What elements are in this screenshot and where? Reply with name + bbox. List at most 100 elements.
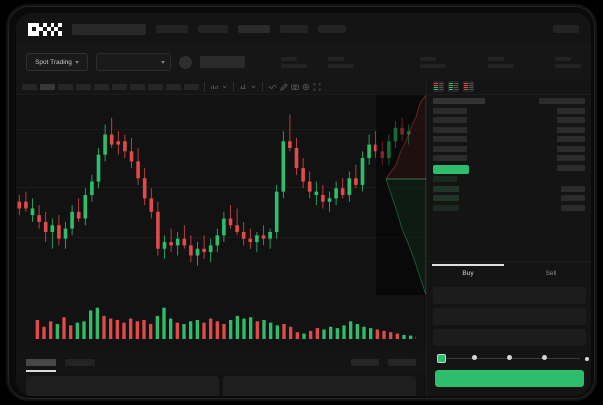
orderbook-row[interactable]	[433, 126, 585, 135]
orderbook-row[interactable]	[433, 155, 585, 163]
orderbook-row-price	[433, 155, 467, 161]
nav-item-4[interactable]	[280, 25, 308, 33]
device-frame: Spot Trading	[6, 4, 597, 401]
global-search-input[interactable]	[72, 23, 146, 35]
volume-chart	[16, 295, 426, 351]
ticker-stat	[554, 56, 581, 68]
chevron-down-icon	[160, 60, 165, 64]
ticker-stat	[327, 56, 354, 68]
place-buy-order-button[interactable]	[435, 370, 584, 387]
bottom-action-2[interactable]	[388, 358, 416, 366]
toolbar-divider	[233, 82, 234, 91]
compare-icon[interactable]	[239, 83, 247, 91]
timeframe-button[interactable]	[22, 83, 37, 90]
ticker-stat-label	[420, 56, 437, 61]
okx-logo[interactable]	[28, 22, 62, 36]
orders-tabbar	[16, 351, 426, 373]
settings-icon[interactable]	[302, 83, 310, 91]
orderbook-row-size	[561, 195, 585, 201]
orderbook-row[interactable]	[433, 136, 585, 144]
orderbook-row[interactable]	[433, 145, 585, 154]
orderbook-row[interactable]	[433, 164, 585, 175]
market-type-selector[interactable]: Spot Trading	[26, 53, 88, 71]
nav-item-5[interactable]	[318, 25, 346, 33]
active-tab-underline	[26, 370, 56, 372]
bottom-panel-right[interactable]	[223, 376, 416, 396]
tab-order-history[interactable]	[65, 358, 95, 366]
orderbook-row[interactable]	[433, 185, 585, 194]
orderbook-layout-both-icon[interactable]	[433, 81, 444, 92]
orderbook-row-price	[433, 195, 459, 201]
chevron-down-icon	[74, 60, 79, 64]
orderbook-row-size	[557, 155, 585, 161]
nav-item-account[interactable]	[553, 25, 579, 33]
orderbook-layout-bids-icon[interactable]	[448, 81, 459, 92]
orderbook-row-size	[557, 164, 585, 171]
amount-input[interactable]	[433, 308, 586, 325]
chevron-down-icon[interactable]	[221, 83, 228, 90]
orderbook-row[interactable]	[433, 204, 585, 213]
nav-item-2[interactable]	[198, 25, 228, 33]
slider-knob[interactable]	[437, 354, 446, 363]
bottom-panel-left[interactable]	[26, 376, 219, 396]
trade-side-tabs: Buy Sell	[427, 261, 591, 287]
orderbook-row-size	[557, 107, 585, 114]
orderbook-row-price	[433, 126, 467, 133]
volume-bar-series	[35, 307, 426, 339]
last-price-value	[199, 56, 245, 68]
nav-item-3[interactable]	[238, 25, 270, 33]
timeframe-button[interactable]	[76, 83, 91, 90]
timeframe-button[interactable]	[130, 83, 145, 90]
orderbook-row-price	[433, 107, 467, 114]
pencil-icon[interactable]	[280, 82, 288, 91]
toolbar-divider	[204, 82, 205, 91]
orderbook-row[interactable]	[433, 117, 585, 125]
timeframe-button[interactable]	[58, 83, 73, 90]
camera-icon[interactable]	[291, 83, 299, 91]
slider-stop[interactable]	[542, 355, 547, 360]
nav-item-1[interactable]	[156, 25, 188, 33]
price-input[interactable]	[433, 287, 586, 304]
depth-overlay-chart	[376, 95, 426, 295]
orderbook-row-size	[557, 136, 585, 142]
orderbook-row[interactable]	[433, 98, 585, 106]
orderbook-row-size	[557, 117, 585, 123]
orderbook-layout-asks-icon[interactable]	[463, 81, 474, 92]
chart-toolbar	[16, 79, 426, 95]
indicators-icon[interactable]	[210, 83, 218, 91]
orderbook-row-price	[433, 185, 459, 192]
ticker-stat	[280, 56, 307, 68]
timeframe-button[interactable]	[112, 83, 127, 90]
orderbook-row-size	[561, 204, 585, 211]
orderbook-rows[interactable]	[427, 95, 591, 213]
chevron-down-icon[interactable]	[250, 83, 257, 90]
slider-stop[interactable]	[472, 355, 477, 360]
tab-buy-label: Buy	[462, 270, 474, 277]
timeframe-button[interactable]	[94, 83, 109, 90]
coin-avatar	[178, 55, 192, 69]
orderbook-header	[427, 79, 591, 95]
total-input[interactable]	[433, 329, 586, 346]
bottom-action-1[interactable]	[351, 358, 379, 366]
orderbook-row[interactable]	[433, 195, 585, 203]
orderbook-row[interactable]	[433, 176, 585, 184]
fullscreen-icon[interactable]	[313, 83, 321, 91]
slider-stop[interactable]	[507, 355, 512, 360]
timeframe-button[interactable]	[184, 83, 199, 90]
tab-open-orders[interactable]	[26, 358, 56, 366]
orderbook-row[interactable]	[433, 107, 585, 116]
amount-percent-slider[interactable]	[437, 354, 582, 363]
toolbar-divider	[262, 82, 263, 91]
wave-icon[interactable]	[268, 83, 277, 91]
active-tab-underline	[432, 264, 504, 266]
tab-sell[interactable]: Sell	[510, 270, 591, 277]
ticker-stat-value	[554, 63, 581, 68]
tab-sell-label: Sell	[545, 270, 557, 277]
price-chart[interactable]	[16, 95, 426, 295]
timeframe-button[interactable]	[166, 83, 181, 90]
timeframe-button[interactable]	[148, 83, 163, 90]
timeframe-button[interactable]	[40, 83, 55, 90]
slider-stop[interactable]	[585, 357, 589, 361]
tab-buy[interactable]: Buy	[427, 270, 509, 277]
trading-pair-selector[interactable]	[96, 53, 171, 71]
